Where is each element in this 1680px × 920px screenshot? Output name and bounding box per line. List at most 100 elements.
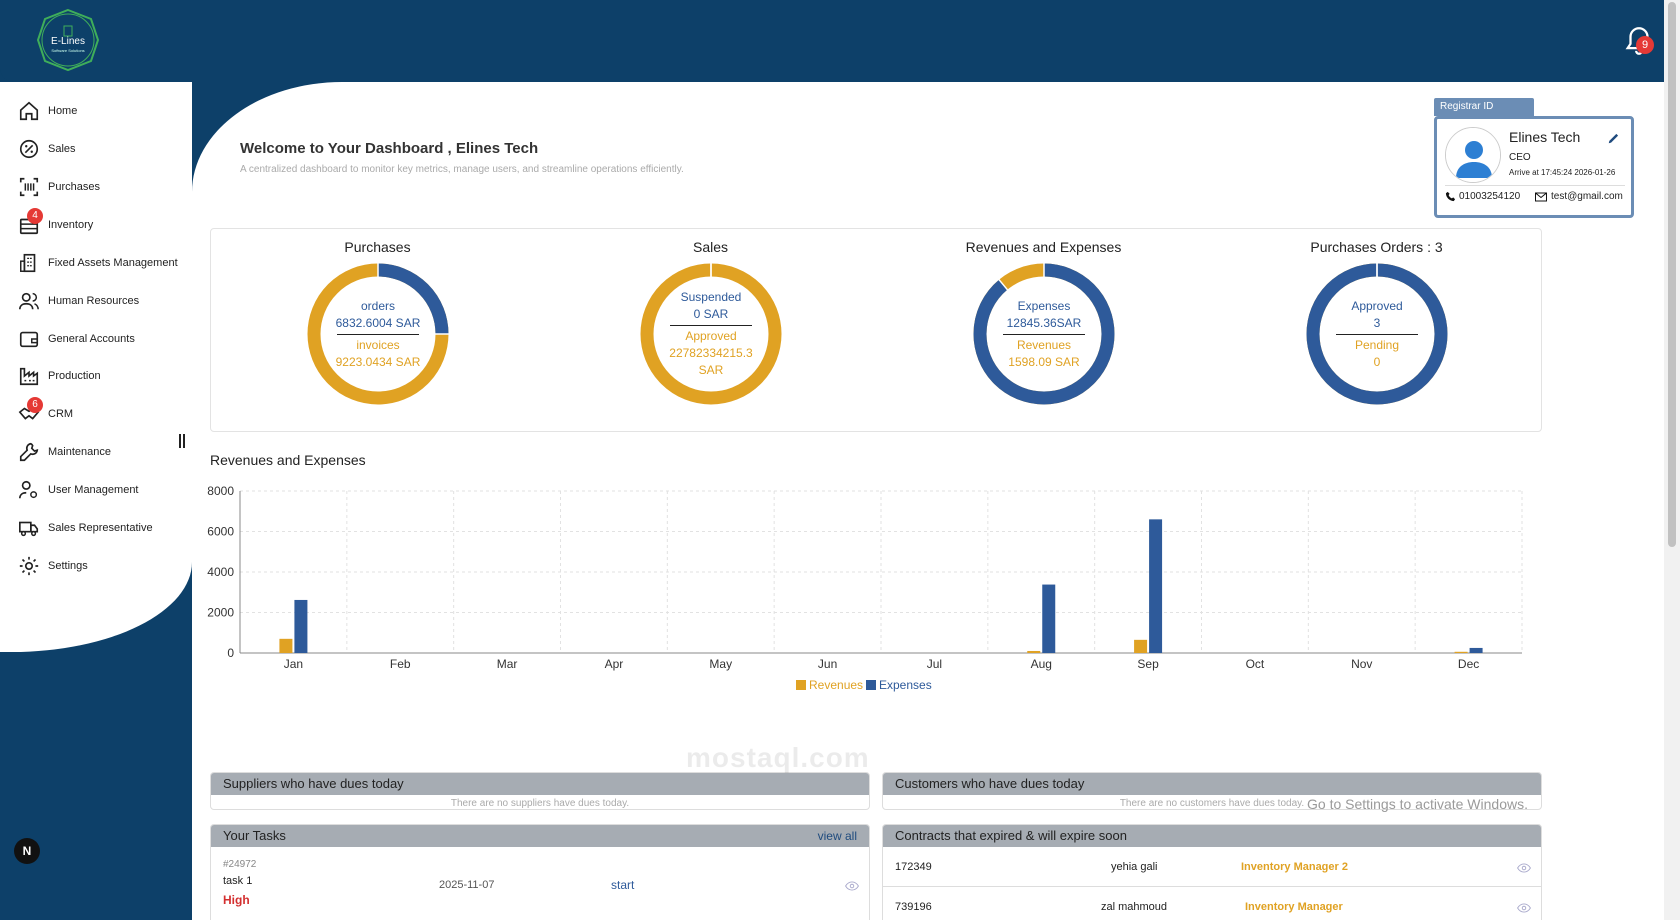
stat-donut-labels: Expenses 12845.36SAR Revenues 1598.09 SA…: [969, 259, 1119, 409]
chart-title: Revenues and Expenses: [210, 452, 366, 468]
chart-x-tick-label: Mar: [497, 657, 518, 671]
sidebar-item-human-resources[interactable]: Human Resources: [18, 286, 139, 316]
chart-x-tick-label: Apr: [605, 657, 624, 671]
sidebar-item-user-management[interactable]: User Management: [18, 475, 139, 505]
sidebar-item-inventory[interactable]: 4 Inventory: [18, 208, 94, 240]
chart-x-tick-label: Jan: [284, 657, 303, 671]
sidebar-item-label: User Management: [48, 484, 139, 496]
stat-bottom-label: invoices: [356, 337, 400, 352]
sidebar-item-crm[interactable]: 6 CRM: [18, 397, 73, 429]
stat-top-value: 0 SAR: [693, 307, 729, 321]
tasks-title: Your Tasks: [223, 828, 286, 843]
scan-icon: [19, 177, 39, 197]
chart-bar-revenues[interactable]: [1454, 651, 1468, 653]
truck-icon: [19, 521, 39, 537]
view-contract-eye-icon[interactable]: [1517, 903, 1531, 913]
stat-top-label: Expenses: [1017, 298, 1071, 313]
edit-pencil-icon[interactable]: [1607, 131, 1621, 145]
contract-employee: yehia gali: [1111, 861, 1158, 873]
sidebar-item-production[interactable]: Production: [18, 361, 101, 391]
tasks-panel-header: Your Tasks view all: [211, 825, 869, 847]
chart-bar-revenues[interactable]: [1134, 639, 1148, 653]
registrar-id-tab[interactable]: Registrar ID: [1434, 98, 1534, 116]
contract-employee: zal mahmoud: [1101, 901, 1168, 913]
stat-purchase-orders: Purchases Orders : 3 Approved 3 Pending …: [1210, 229, 1543, 433]
chart-bar-expenses[interactable]: [1042, 584, 1056, 653]
sidebar-item-sales[interactable]: Sales: [18, 134, 76, 164]
sidebar-item-sales-representative[interactable]: Sales Representative: [18, 513, 153, 543]
task-start-button[interactable]: start: [611, 878, 635, 892]
profile-email-value: test@gmail.com: [1551, 191, 1623, 202]
view-all-tasks-link[interactable]: view all: [817, 829, 857, 843]
inventory-badge: 4: [27, 208, 43, 224]
legend-label: Revenues: [809, 678, 863, 692]
svg-text:Software Solutions: Software Solutions: [51, 48, 84, 53]
sidebar-item-general-accounts[interactable]: General Accounts: [18, 324, 135, 354]
chart-bar-revenues[interactable]: [1027, 650, 1041, 653]
user-gear-icon: [19, 480, 38, 499]
profile-email: test@gmail.com: [1535, 191, 1623, 202]
chart-bar-expenses[interactable]: [294, 599, 308, 653]
view-contract-eye-icon[interactable]: [1517, 863, 1531, 873]
suppliers-dues-title: Suppliers who have dues today: [211, 773, 869, 795]
sidebar-item-label: Inventory: [48, 219, 94, 231]
customers-dues-panel: Customers who have dues today There are …: [882, 772, 1542, 810]
view-task-eye-icon[interactable]: [845, 881, 859, 891]
sidebar-item-label: Settings: [48, 560, 88, 572]
sidebar-item-purchases[interactable]: Purchases: [18, 172, 100, 202]
stat-bottom-value: 9223.0434 SAR: [335, 354, 421, 369]
profile-phone-value: 01003254120: [1459, 191, 1521, 202]
users-icon: [19, 292, 39, 310]
nextjs-dev-indicator[interactable]: N: [14, 838, 40, 864]
sidebar-collapse-handle[interactable]: [179, 434, 185, 448]
contract-row[interactable]: 739196 zal mahmoud Inventory Manager: [883, 887, 1541, 920]
sidebar-item-fixed-assets[interactable]: Fixed Assets Management: [18, 248, 178, 278]
chart-y-tick-label: 4000: [207, 565, 234, 579]
suppliers-dues-panel: Suppliers who have dues today There are …: [210, 772, 870, 810]
profile-name: Elines Tech: [1509, 129, 1581, 145]
stat-top-label: Approved: [1351, 298, 1403, 313]
stat-title: Revenues and Expenses: [965, 239, 1122, 255]
profile-card: Elines Tech CEO Arrive at 17:45:24 2026-…: [1434, 116, 1634, 218]
stat-sales: Sales Suspended 0 SAR Approved 227823342…: [544, 229, 877, 433]
stat-bottom-value: 0: [1373, 354, 1381, 369]
sidebar-item-label: Sales: [48, 143, 76, 155]
suppliers-empty-message: There are no suppliers have dues today.: [450, 798, 630, 809]
wallet-icon: [19, 331, 39, 348]
company-logo[interactable]: E-Lines Software Solutions: [36, 8, 100, 72]
revenues-expenses-bar-chart: 0 2000 4000 6000 8000 Jan Feb Mar Apr May Jun Jul Au…: [207, 484, 1523, 692]
chart-x-tick-label: Jun: [818, 657, 837, 671]
profile-role: CEO: [1509, 152, 1531, 163]
page-scrollbar-thumb[interactable]: [1668, 2, 1676, 547]
chart-bar-expenses[interactable]: [1149, 519, 1163, 653]
sidebar-item-label: Sales Representative: [48, 522, 153, 534]
stat-donut-chart: [307, 263, 449, 405]
stat-title: Purchases: [344, 239, 411, 255]
legend-swatch: [796, 680, 806, 690]
main-content: Welcome to Your Dashboard , Elines Tech …: [192, 82, 1664, 920]
stat-divider: [1336, 333, 1418, 335]
contract-row[interactable]: 172349 yehia gali Inventory Manager 2: [883, 847, 1541, 887]
chart-bar-expenses[interactable]: [1469, 647, 1483, 653]
stat-bottom-label: Revenues: [1016, 337, 1072, 352]
percent-icon: [19, 139, 39, 159]
sidebar-item-label: Fixed Assets Management: [48, 257, 178, 269]
svg-text:E-Lines: E-Lines: [51, 36, 85, 47]
mail-icon: [1535, 192, 1547, 201]
stat-divider: [1003, 333, 1085, 335]
factory-icon: [19, 367, 39, 386]
chart-bar-revenues[interactable]: [279, 638, 293, 653]
sidebar-item-settings[interactable]: Settings: [18, 551, 88, 581]
stat-donut-chart: [640, 263, 782, 405]
stat-title: Purchases Orders : 3: [1310, 239, 1443, 255]
task-priority: High: [223, 893, 250, 907]
sidebar-item-label: Maintenance: [48, 446, 111, 458]
contracts-panel: Contracts that expired & will expire soo…: [882, 824, 1542, 920]
contract-role: Inventory Manager 2: [1241, 861, 1348, 873]
sidebar-item-label: Production: [48, 370, 101, 382]
chart-y-tick-label: 6000: [207, 525, 234, 539]
stat-title: Sales: [692, 239, 729, 255]
chart-x-tick-label: Aug: [1031, 657, 1052, 671]
sidebar-item-home[interactable]: Home: [18, 96, 77, 126]
sidebar-item-maintenance[interactable]: Maintenance: [18, 437, 111, 467]
